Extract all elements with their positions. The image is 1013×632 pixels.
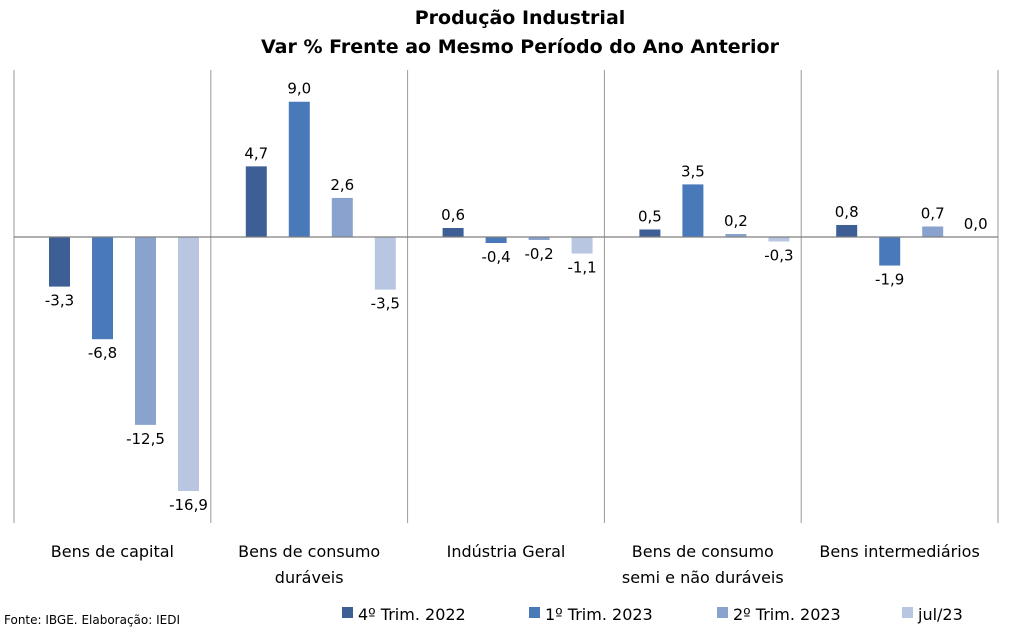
legend-label: jul/23 bbox=[917, 605, 963, 624]
chart-subtitle: Var % Frente ao Mesmo Período do Ano Ant… bbox=[261, 36, 780, 58]
data-label: 0,8 bbox=[835, 203, 859, 221]
legend-swatch bbox=[902, 607, 913, 618]
bar bbox=[682, 184, 704, 237]
bar bbox=[135, 237, 156, 425]
bar bbox=[442, 227, 464, 237]
legend-swatch bbox=[717, 607, 728, 618]
plot-area: -3,3 4,7 0,6 0,5 0,8 -6,8 9,0 -0,4 3,5 -1,9 -12,5 2… bbox=[13, 70, 999, 587]
source-note: Fonte: IBGE. Elaboração: IEDI bbox=[4, 613, 180, 627]
legend-swatch bbox=[342, 607, 353, 618]
legend-swatch bbox=[529, 607, 540, 618]
bar bbox=[768, 237, 790, 242]
bar bbox=[331, 197, 353, 237]
bar bbox=[49, 237, 70, 287]
data-label: 4,7 bbox=[244, 144, 268, 162]
data-label: -0,2 bbox=[524, 245, 553, 263]
chart-title: Produção Industrial bbox=[415, 7, 626, 29]
bar bbox=[922, 226, 944, 237]
legend-label: 2º Trim. 2023 bbox=[733, 605, 841, 624]
legend-label: 4º Trim. 2022 bbox=[358, 605, 466, 624]
data-label: 0,5 bbox=[638, 207, 662, 225]
bar bbox=[528, 237, 550, 241]
bar bbox=[92, 237, 113, 340]
bar bbox=[571, 237, 593, 254]
data-label: -0,4 bbox=[481, 248, 510, 266]
data-label: -3,3 bbox=[45, 292, 74, 310]
legend: 4º Trim. 2022 1º Trim. 2023 2º Trim. 2023 j… bbox=[342, 605, 963, 624]
bar bbox=[288, 101, 310, 237]
bar bbox=[245, 166, 267, 237]
category-label: Bens de consumo bbox=[632, 542, 774, 561]
bar bbox=[178, 237, 199, 491]
bar bbox=[879, 237, 901, 266]
legend-label: 1º Trim. 2023 bbox=[545, 605, 653, 624]
data-label: 9,0 bbox=[287, 80, 311, 98]
data-label: -1,9 bbox=[875, 271, 904, 289]
bar bbox=[485, 237, 507, 244]
data-label: 2,6 bbox=[330, 176, 354, 194]
data-label: -1,1 bbox=[567, 259, 596, 277]
data-label: -0,3 bbox=[764, 247, 793, 265]
bar bbox=[639, 229, 661, 237]
data-label: 3,5 bbox=[681, 162, 705, 180]
data-label: -12,5 bbox=[126, 430, 165, 448]
data-label: 0,7 bbox=[921, 204, 945, 222]
bar bbox=[725, 233, 747, 237]
category-label: Indústria Geral bbox=[447, 542, 566, 561]
data-label: 0,0 bbox=[964, 215, 988, 233]
data-label: -16,9 bbox=[169, 496, 208, 514]
data-label: 0,6 bbox=[441, 206, 465, 224]
category-label: duráveis bbox=[275, 568, 344, 587]
bar bbox=[374, 237, 396, 290]
data-label: -3,5 bbox=[371, 295, 400, 313]
data-label: -6,8 bbox=[88, 344, 117, 362]
bar bbox=[836, 224, 858, 237]
category-label: semi e não duráveis bbox=[622, 568, 784, 587]
category-label: Bens de capital bbox=[51, 542, 174, 561]
category-label: Bens intermediários bbox=[819, 542, 979, 561]
category-label: Bens de consumo bbox=[238, 542, 380, 561]
data-label: 0,2 bbox=[724, 212, 748, 230]
